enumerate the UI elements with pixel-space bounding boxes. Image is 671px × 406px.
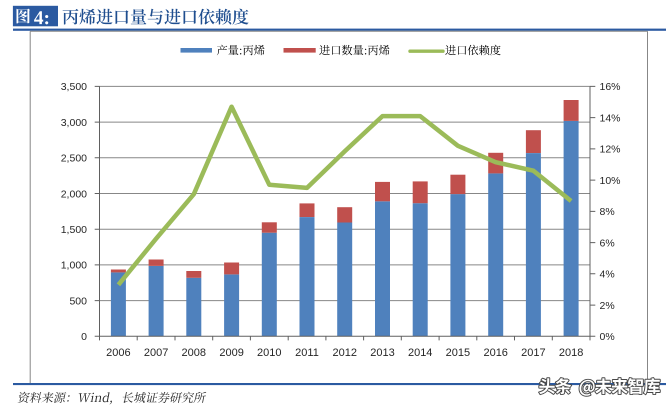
svg-text:6%: 6% [600,237,615,249]
svg-text:16%: 16% [600,81,621,93]
svg-text:500: 500 [69,295,87,307]
svg-text:1,500: 1,500 [61,224,87,236]
svg-text:0%: 0% [600,331,615,343]
svg-text:2014: 2014 [408,347,432,359]
svg-text:2018: 2018 [559,347,583,359]
svg-text:2%: 2% [600,300,615,312]
svg-text:3,000: 3,000 [61,117,87,129]
svg-text:2015: 2015 [446,347,470,359]
svg-text:2010: 2010 [257,347,281,359]
svg-text:2,000: 2,000 [61,188,87,200]
svg-text:2,500: 2,500 [61,153,87,165]
svg-text:2009: 2009 [219,347,243,359]
svg-text:2007: 2007 [144,347,168,359]
svg-text:14%: 14% [600,112,621,124]
svg-text:2008: 2008 [182,347,206,359]
svg-text:2011: 2011 [295,347,319,359]
svg-text:2017: 2017 [521,347,545,359]
svg-text:2012: 2012 [333,347,357,359]
svg-text:0: 0 [81,331,87,343]
svg-text:12%: 12% [600,144,621,156]
svg-text:3,500: 3,500 [61,81,87,93]
svg-text:2013: 2013 [370,347,394,359]
svg-text:2006: 2006 [106,347,130,359]
svg-text:8%: 8% [600,206,615,218]
svg-text:2016: 2016 [483,347,507,359]
svg-text:1,000: 1,000 [61,260,87,272]
svg-text:4%: 4% [600,269,615,281]
svg-text:10%: 10% [600,175,621,187]
